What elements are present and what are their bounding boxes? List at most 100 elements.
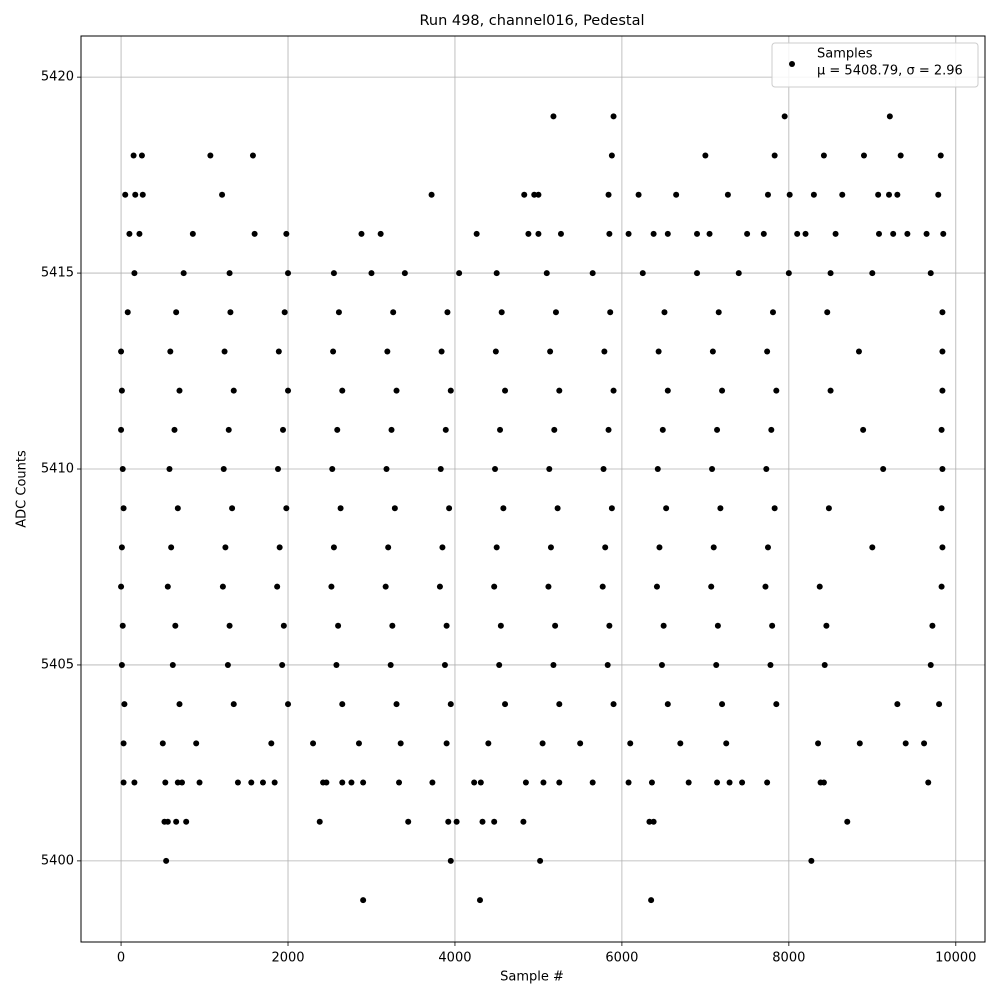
data-point <box>860 152 867 159</box>
data-point <box>663 505 670 512</box>
data-point <box>268 740 275 747</box>
data-point <box>938 583 945 590</box>
data-point <box>498 309 505 316</box>
data-point <box>473 230 480 237</box>
data-point <box>285 387 292 394</box>
data-point <box>437 466 444 473</box>
y-tick-label: 5405 <box>41 657 74 672</box>
data-point <box>781 113 788 120</box>
data-point <box>502 701 509 708</box>
data-point <box>673 191 680 198</box>
data-point <box>390 309 397 316</box>
data-point <box>939 466 946 473</box>
data-point <box>226 270 233 277</box>
data-point <box>710 544 717 551</box>
data-point <box>391 505 398 512</box>
data-point <box>714 426 721 433</box>
data-point <box>744 230 751 237</box>
data-point <box>554 505 561 512</box>
data-point <box>173 818 180 825</box>
data-point <box>904 230 911 237</box>
data-point <box>492 348 499 355</box>
data-point <box>456 270 463 277</box>
data-point <box>219 583 226 590</box>
data-point <box>493 544 500 551</box>
data-point <box>606 230 613 237</box>
data-point <box>120 779 127 786</box>
plot-frame <box>80 35 986 943</box>
data-point <box>839 191 846 198</box>
data-point <box>279 661 286 668</box>
data-point <box>610 387 617 394</box>
data-point <box>685 779 692 786</box>
data-point <box>283 230 290 237</box>
data-point <box>126 230 133 237</box>
data-point <box>479 818 486 825</box>
data-point <box>131 270 138 277</box>
data-point <box>940 230 947 237</box>
data-point <box>771 505 778 512</box>
data-point <box>816 583 823 590</box>
data-point <box>310 740 317 747</box>
data-point <box>124 309 131 316</box>
data-point <box>383 466 390 473</box>
data-point <box>491 818 498 825</box>
data-point <box>610 113 617 120</box>
data-point <box>385 544 392 551</box>
data-point <box>274 583 281 590</box>
data-point <box>894 191 901 198</box>
data-point <box>453 818 460 825</box>
data-point <box>183 818 190 825</box>
data-point <box>234 779 241 786</box>
data-point <box>827 270 834 277</box>
data-point <box>921 740 928 747</box>
data-point <box>132 191 139 198</box>
data-point <box>348 779 355 786</box>
data-point <box>768 426 775 433</box>
data-point <box>535 230 542 237</box>
data-point <box>540 779 547 786</box>
data-point <box>927 661 934 668</box>
data-point <box>600 466 607 473</box>
data-point <box>164 818 171 825</box>
data-point <box>650 818 657 825</box>
data-point <box>445 818 452 825</box>
data-point <box>502 387 509 394</box>
data-point <box>393 387 400 394</box>
data-point <box>163 857 170 864</box>
data-point <box>708 583 715 590</box>
data-point <box>646 818 653 825</box>
data-point <box>938 426 945 433</box>
data-point <box>923 230 930 237</box>
data-point <box>355 740 362 747</box>
data-point <box>537 857 544 864</box>
data-point <box>771 152 778 159</box>
data-point <box>546 466 553 473</box>
data-point <box>875 191 882 198</box>
data-point <box>230 387 237 394</box>
x-tick-label: 2000 <box>271 951 304 966</box>
data-point <box>446 505 453 512</box>
data-point <box>602 544 609 551</box>
data-point <box>604 661 611 668</box>
data-point <box>608 152 615 159</box>
data-point <box>335 622 342 629</box>
data-point <box>550 661 557 668</box>
data-point <box>648 897 655 904</box>
data-point <box>387 661 394 668</box>
data-point <box>176 701 183 708</box>
data-point <box>229 505 236 512</box>
data-point <box>119 622 126 629</box>
data-point <box>709 348 716 355</box>
data-point <box>939 348 946 355</box>
data-point <box>173 309 180 316</box>
data-point <box>535 191 542 198</box>
data-point <box>694 230 701 237</box>
data-point <box>709 466 716 473</box>
y-tick-label: 5420 <box>41 70 74 85</box>
data-point <box>825 505 832 512</box>
data-point <box>844 818 851 825</box>
data-point <box>131 779 138 786</box>
